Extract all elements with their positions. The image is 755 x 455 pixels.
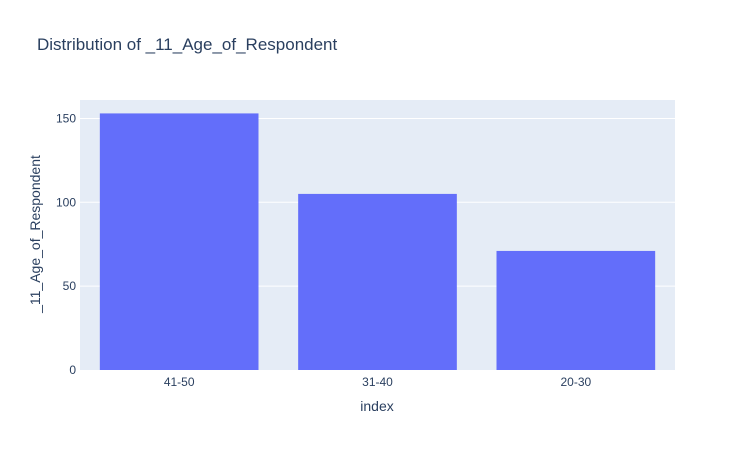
- x-tick-label: 31-40: [362, 375, 393, 389]
- y-tick-label: 50: [63, 279, 77, 293]
- x-tick-label: 20-30: [560, 375, 591, 389]
- y-tick-label: 100: [56, 195, 76, 209]
- y-axis-ticks: 0 50 100 150: [56, 111, 76, 377]
- x-tick-label: 41-50: [164, 375, 195, 389]
- y-axis-label: _11_Age_of_Respondent: [27, 155, 43, 314]
- chart-title: Distribution of _11_Age_of_Respondent: [37, 35, 338, 54]
- x-axis-label: index: [360, 398, 393, 414]
- bars: [99, 113, 656, 371]
- bar-41-50[interactable]: [99, 113, 259, 371]
- bar-31-40[interactable]: [298, 193, 457, 370]
- y-tick-label: 150: [56, 111, 76, 125]
- bar-20-30[interactable]: [496, 250, 656, 370]
- y-tick-label: 0: [69, 363, 76, 377]
- x-axis-ticks: 41-50 31-40 20-30: [164, 375, 592, 389]
